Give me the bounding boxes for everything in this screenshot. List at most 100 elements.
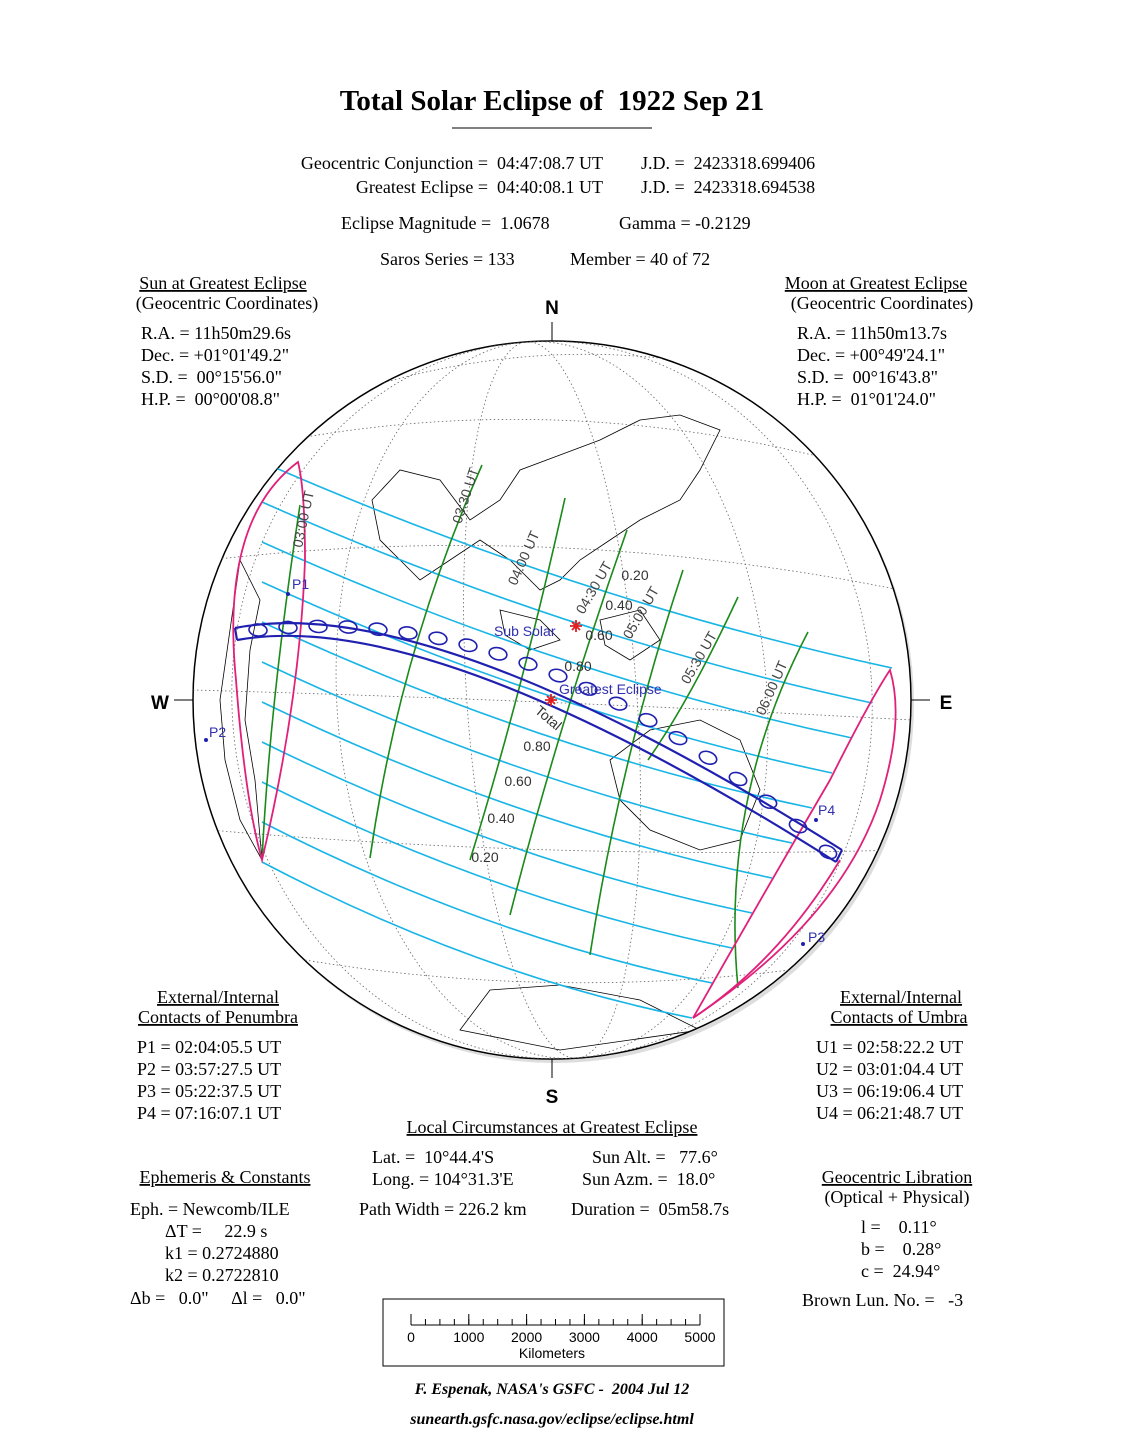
penumbra-title: External/Internal <box>157 987 279 1007</box>
magnitude-label: 0.60 <box>504 773 531 789</box>
ephemeris-line: Δb = 0.0" Δl = 0.0" <box>130 1288 306 1308</box>
magnitude-label: 0.60 <box>585 627 612 643</box>
magnitude-curves <box>261 461 893 1019</box>
magnitude-label: 0.40 <box>487 810 514 826</box>
umbra-ellipse <box>548 668 568 683</box>
magnitude-label: 0.80 <box>523 738 550 754</box>
scale-tick-label: 5000 <box>684 1329 715 1345</box>
magnitude-curve <box>261 461 893 669</box>
compass-ticks <box>174 322 930 1078</box>
time-curves <box>261 464 809 989</box>
libration-line: b = 0.28° <box>861 1239 941 1259</box>
moon-line: H.P. = 01°01'24.0" <box>797 389 936 409</box>
sub-solar-label: Sub Solar <box>494 623 556 639</box>
sun-line: H.P. = 00°00'08.8" <box>141 389 280 409</box>
scale-tick-label: 2000 <box>511 1329 542 1345</box>
moon-subtitle: (Geocentric Coordinates) <box>791 293 973 314</box>
local-lat: Lat. = 10°44.4'S <box>372 1147 494 1167</box>
member: Member = 40 of 72 <box>570 249 710 269</box>
scale-tick-label: 3000 <box>569 1329 600 1345</box>
umbra-line: U4 = 06:21:48.7 UT <box>816 1103 963 1123</box>
markers <box>545 620 582 706</box>
ephemeris-line: Eph. = Newcomb/ILE <box>130 1199 290 1219</box>
scale-tick-label: 0 <box>407 1329 415 1345</box>
contact-label: P1 <box>292 576 309 592</box>
saros: Saros Series = 133 <box>380 249 515 269</box>
moon-line: S.D. = 00°16'43.8" <box>797 367 938 387</box>
local-sun-alt: Sun Alt. = 77.6° <box>592 1147 718 1167</box>
conjunction: Geocentric Conjunction = 04:47:08.7 UT <box>301 153 603 173</box>
conjunction-jd: J.D. = 2423318.699406 <box>641 153 815 173</box>
umbra-ellipse <box>788 818 808 834</box>
contact-label: P3 <box>808 929 825 945</box>
umbra-ellipses <box>248 619 838 860</box>
magnitude-label: 0.20 <box>471 849 498 865</box>
gamma: Gamma = -0.2129 <box>619 213 751 233</box>
umbra-ellipse <box>458 638 478 653</box>
umbra-ellipse <box>668 730 688 746</box>
libration-subtitle: (Optical + Physical) <box>824 1187 969 1208</box>
url: sunearth.gsfc.nasa.gov/eclipse/eclipse.h… <box>409 1411 694 1428</box>
magnitude-curve <box>261 621 813 809</box>
magnitude-curve <box>261 581 833 774</box>
magnitude-label: 0.40 <box>605 597 632 613</box>
magnitude-curve <box>261 861 693 1019</box>
title: Total Solar Eclipse of 1922 Sep 21 <box>340 85 765 117</box>
umbra-line: U3 = 06:19:06.4 UT <box>816 1081 963 1101</box>
umbra-ellipse <box>428 631 448 646</box>
umbra-ellipse <box>308 619 328 634</box>
libration-title: Geocentric Libration <box>822 1167 972 1187</box>
penumbra-limits <box>232 460 897 1019</box>
moon-title: Moon at Greatest Eclipse <box>785 273 967 293</box>
compass-label: N <box>545 298 559 319</box>
umbra-ellipse <box>638 712 658 728</box>
penumbra-line: P1 = 02:04:05.5 UT <box>137 1037 281 1057</box>
greatest: Greatest Eclipse = 04:40:08.1 UT <box>356 177 603 197</box>
greatest-eclipse-label: Greatest Eclipse <box>559 681 662 697</box>
umbra-ellipse <box>518 656 538 671</box>
penumbra-line: P3 = 05:22:37.5 UT <box>137 1081 281 1101</box>
umbra-ellipse <box>368 622 388 637</box>
sun-title: Sun at Greatest Eclipse <box>139 273 306 293</box>
local-long: Long. = 104°31.3'E <box>372 1169 514 1189</box>
scale-unit: Kilometers <box>519 1345 585 1361</box>
umbra-ellipse <box>728 771 748 787</box>
sun-line: Dec. = +01°01'49.2" <box>141 345 289 365</box>
scale-bar: Kilometers 0 1000 2000 3000 4000 5000 <box>382 1298 725 1367</box>
umbra-title: External/Internal <box>840 987 962 1007</box>
umbra-ellipse <box>488 646 508 661</box>
sun-line: S.D. = 00°15'56.0" <box>141 367 282 387</box>
local-sun-azm: Sun Azm. = 18.0° <box>582 1169 715 1189</box>
magnitude-curve <box>261 661 793 844</box>
scale-tick-label: 4000 <box>627 1329 658 1345</box>
magnitude-curve <box>261 781 733 949</box>
sun-line: R.A. = 11h50m29.6s <box>141 323 291 343</box>
graticule <box>193 341 911 1059</box>
penumbra-title: Contacts of Penumbra <box>138 1007 298 1027</box>
local-path-width: Path Width = 226.2 km <box>359 1199 527 1219</box>
ephemeris-line: k1 = 0.2724880 <box>165 1243 279 1263</box>
umbra-ellipse <box>608 696 628 711</box>
umbra-line: U1 = 02:58:22.2 UT <box>816 1037 963 1057</box>
magnitude-label: 0.20 <box>621 567 648 583</box>
umbra-ellipse <box>818 844 838 860</box>
libration-line: c = 24.94° <box>861 1261 940 1281</box>
magnitude-curve <box>261 821 713 984</box>
scale-tick-label: 1000 <box>453 1329 484 1345</box>
magnitude-label: 0.80 <box>564 658 591 674</box>
ephemeris-title: Ephemeris & Constants <box>140 1167 311 1187</box>
penumbra-line: P2 = 03:57:27.5 UT <box>137 1059 281 1079</box>
umbra-ellipse <box>578 681 598 696</box>
umbra-ellipse <box>248 623 268 637</box>
magnitude: Eclipse Magnitude = 1.0678 <box>341 213 550 233</box>
ephemeris-line: k2 = 0.2722810 <box>165 1265 279 1285</box>
contact-label: P2 <box>209 724 226 740</box>
umbra-ellipse <box>398 626 418 640</box>
contact-label: P4 <box>818 802 835 818</box>
local-duration: Duration = 05m58.7s <box>571 1199 729 1219</box>
umbra-ellipse <box>758 794 778 810</box>
compass-label: W <box>151 693 169 714</box>
libration-brown: Brown Lun. No. = -3 <box>802 1290 963 1310</box>
compass-label: E <box>940 693 953 714</box>
